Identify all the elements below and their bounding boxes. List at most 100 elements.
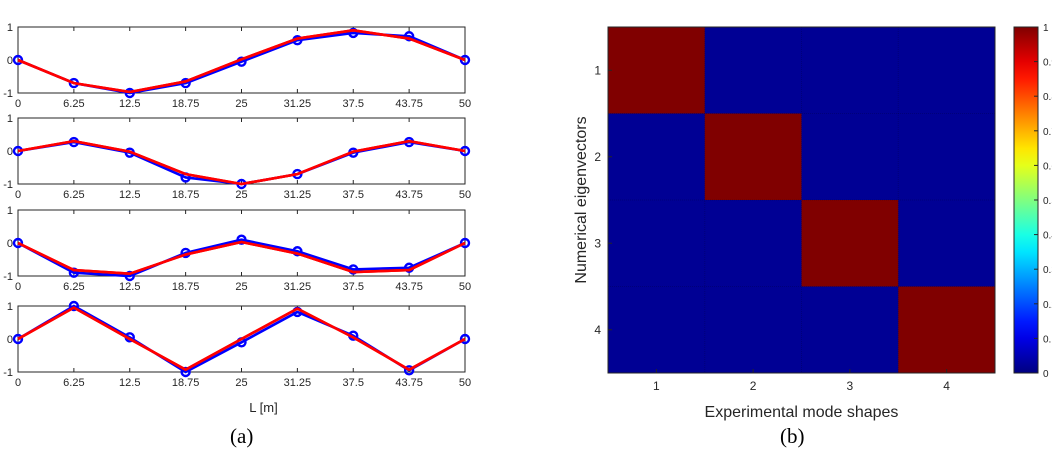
x-tick-label: 1 — [653, 379, 660, 393]
x-tick-label: 37.5 — [343, 281, 364, 293]
y-tick-label: 1 — [7, 205, 13, 217]
heatmap-cell — [801, 27, 899, 114]
x-tick-label: 18.75 — [172, 377, 200, 389]
x-axis-label: Experimental mode shapes — [705, 404, 899, 421]
colorbar-tick-label: 0 — [1043, 369, 1049, 380]
heatmap-cell — [608, 27, 706, 114]
heatmap-cell — [801, 200, 899, 287]
data-point — [124, 270, 135, 282]
data-point — [12, 333, 24, 345]
colorbar-tick-label: 0.8 — [1043, 92, 1052, 103]
x-tick-label: 3 — [847, 379, 854, 393]
colorbar-tick-label: 0.3 — [1043, 265, 1052, 276]
heatmap-cell — [704, 286, 802, 374]
y-axis-label: Numerical eigenvectors — [573, 116, 590, 283]
series-line-red-overlay — [17, 306, 466, 371]
data-point — [348, 27, 359, 39]
heatmap-cell — [608, 286, 706, 374]
data-point — [180, 366, 191, 378]
series-line-blue — [17, 238, 466, 278]
y-tick-label: 4 — [594, 323, 601, 337]
heatmap-cell — [898, 286, 996, 374]
x-tick-label: 25 — [235, 189, 247, 201]
data-point — [459, 237, 471, 249]
heatmap-cells — [608, 27, 996, 374]
x-tick-label: 2 — [750, 379, 757, 393]
heatmap-cell — [801, 286, 899, 374]
y-tick-label: 1 — [7, 113, 13, 125]
y-tick-label: 0 — [7, 55, 13, 67]
colorbar-tick-label: 0.1 — [1043, 334, 1052, 345]
x-tick-label: 50 — [459, 98, 471, 110]
colorbar-tick-label: 0.4 — [1043, 231, 1052, 242]
caption-a: (a) — [230, 424, 254, 448]
heatmap-axes-box — [607, 26, 996, 374]
data-point — [124, 87, 135, 99]
x-tick-label: 50 — [459, 377, 471, 389]
y-tick-label: 3 — [594, 236, 601, 250]
heatmap-cell — [898, 200, 996, 287]
x-tick-label: 0 — [15, 189, 21, 201]
x-tick-label: 37.5 — [343, 98, 364, 110]
x-tick-label: 37.5 — [343, 377, 364, 389]
x-tick-label: 43.75 — [395, 377, 423, 389]
data-point — [403, 31, 415, 42]
data-point — [236, 234, 247, 245]
x-tick-label: 0 — [15, 377, 21, 389]
y-tick-label: -1 — [3, 179, 13, 191]
y-tick-label: 1 — [594, 63, 601, 77]
heatmap-cell — [608, 113, 706, 201]
x-tick-label: 37.5 — [343, 189, 364, 201]
heatmap-cell — [704, 27, 802, 114]
x-tick-label: 43.75 — [395, 189, 423, 201]
series-line-red-overlay — [17, 240, 466, 275]
x-tick-label: 6.25 — [63, 189, 84, 201]
x-tick-label: 12.5 — [119, 281, 140, 293]
data-point — [459, 333, 471, 345]
x-tick-label: 12.5 — [119, 377, 140, 389]
colorbar-tick-label: 0.2 — [1043, 300, 1052, 311]
x-tick-label: 6.25 — [63, 98, 84, 110]
x-tick-label: 4 — [943, 379, 950, 393]
x-tick-label: 25 — [235, 377, 247, 389]
x-tick-label: 12.5 — [119, 189, 140, 201]
heatmap-cell — [704, 200, 802, 287]
x-tick-label: 31.25 — [284, 281, 312, 293]
x-tick-label: 31.25 — [284, 189, 312, 201]
data-point — [403, 365, 415, 376]
colorbar-tick-label: 0.9 — [1043, 58, 1052, 69]
x-tick-label: 18.75 — [172, 189, 200, 201]
y-tick-label: -1 — [3, 367, 13, 379]
data-point — [68, 300, 80, 312]
y-tick-label: 2 — [594, 150, 601, 164]
x-tick-label: 18.75 — [172, 98, 200, 110]
y-tick-label: 1 — [7, 301, 13, 313]
caption-b: (b) — [780, 424, 805, 448]
x-tick-label: 12.5 — [119, 98, 140, 110]
heatmap-cell — [898, 113, 996, 201]
data-point — [12, 54, 24, 66]
y-tick-label: 1 — [7, 22, 13, 34]
y-tick-label: -1 — [3, 271, 13, 283]
x-tick-label: 43.75 — [395, 98, 423, 110]
x-tick-label: 0 — [15, 98, 21, 110]
x-tick-label: 50 — [459, 189, 471, 201]
x-tick-label: 6.25 — [63, 377, 84, 389]
colorbar-tick-label: 1 — [1043, 23, 1049, 34]
x-tick-label: 25 — [235, 281, 247, 293]
panel-b-heatmap: 1 2 3 4 1 2 3 4 Experimental mode shapes Numerica… — [573, 23, 1052, 421]
y-tick-label: 0 — [7, 238, 13, 250]
data-point — [292, 246, 303, 257]
y-tick-label: -1 — [3, 88, 13, 100]
x-tick-label: 31.25 — [284, 377, 312, 389]
series-line-red-overlay — [17, 139, 466, 186]
heatmap-cell — [704, 113, 802, 201]
colorbar-tick-label: 0.5 — [1043, 196, 1052, 207]
subplot-axes-box — [17, 117, 466, 185]
data-point — [459, 54, 471, 66]
heatmap-cell — [608, 200, 706, 287]
